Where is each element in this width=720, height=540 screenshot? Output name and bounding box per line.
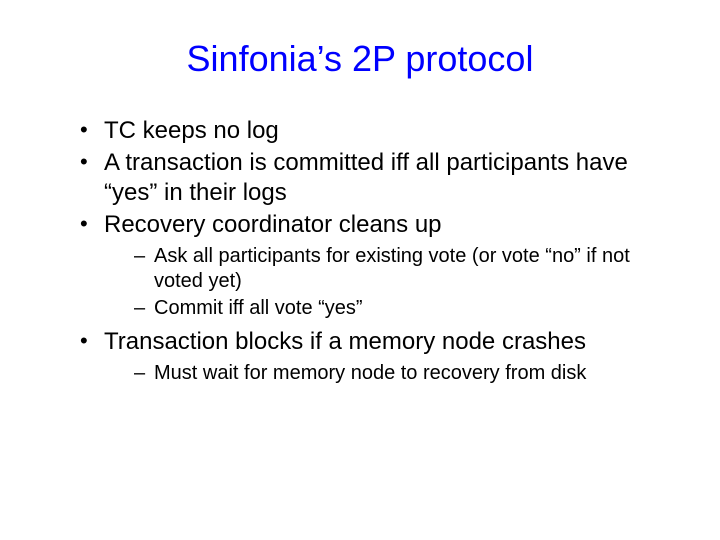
- bullet-text: A transaction is committed iff all parti…: [104, 149, 628, 206]
- list-item: A transaction is committed iff all parti…: [80, 148, 670, 208]
- bullet-text: Ask all participants for existing vote (…: [154, 245, 630, 292]
- bullet-text: Commit iff all vote “yes”: [154, 297, 363, 319]
- list-item: Transaction blocks if a memory node cras…: [80, 327, 670, 386]
- bullet-text: TC keeps no log: [104, 117, 279, 144]
- bullet-list-l2: Must wait for memory node to recovery fr…: [104, 361, 670, 386]
- bullet-text: Must wait for memory node to recovery fr…: [154, 362, 586, 384]
- list-item: Recovery coordinator cleans up Ask all p…: [80, 210, 670, 321]
- bullet-text: Recovery coordinator cleans up: [104, 211, 442, 238]
- list-item: TC keeps no log: [80, 116, 670, 146]
- list-item: Must wait for memory node to recovery fr…: [134, 361, 670, 386]
- bullet-list-l2: Ask all participants for existing vote (…: [104, 244, 670, 321]
- list-item: Commit iff all vote “yes”: [134, 296, 670, 321]
- list-item: Ask all participants for existing vote (…: [134, 244, 670, 294]
- slide: Sinfonia’s 2P protocol TC keeps no log A…: [0, 0, 720, 540]
- bullet-list-l1: TC keeps no log A transaction is committ…: [50, 116, 670, 386]
- bullet-text: Transaction blocks if a memory node cras…: [104, 328, 586, 355]
- slide-title: Sinfonia’s 2P protocol: [50, 38, 670, 80]
